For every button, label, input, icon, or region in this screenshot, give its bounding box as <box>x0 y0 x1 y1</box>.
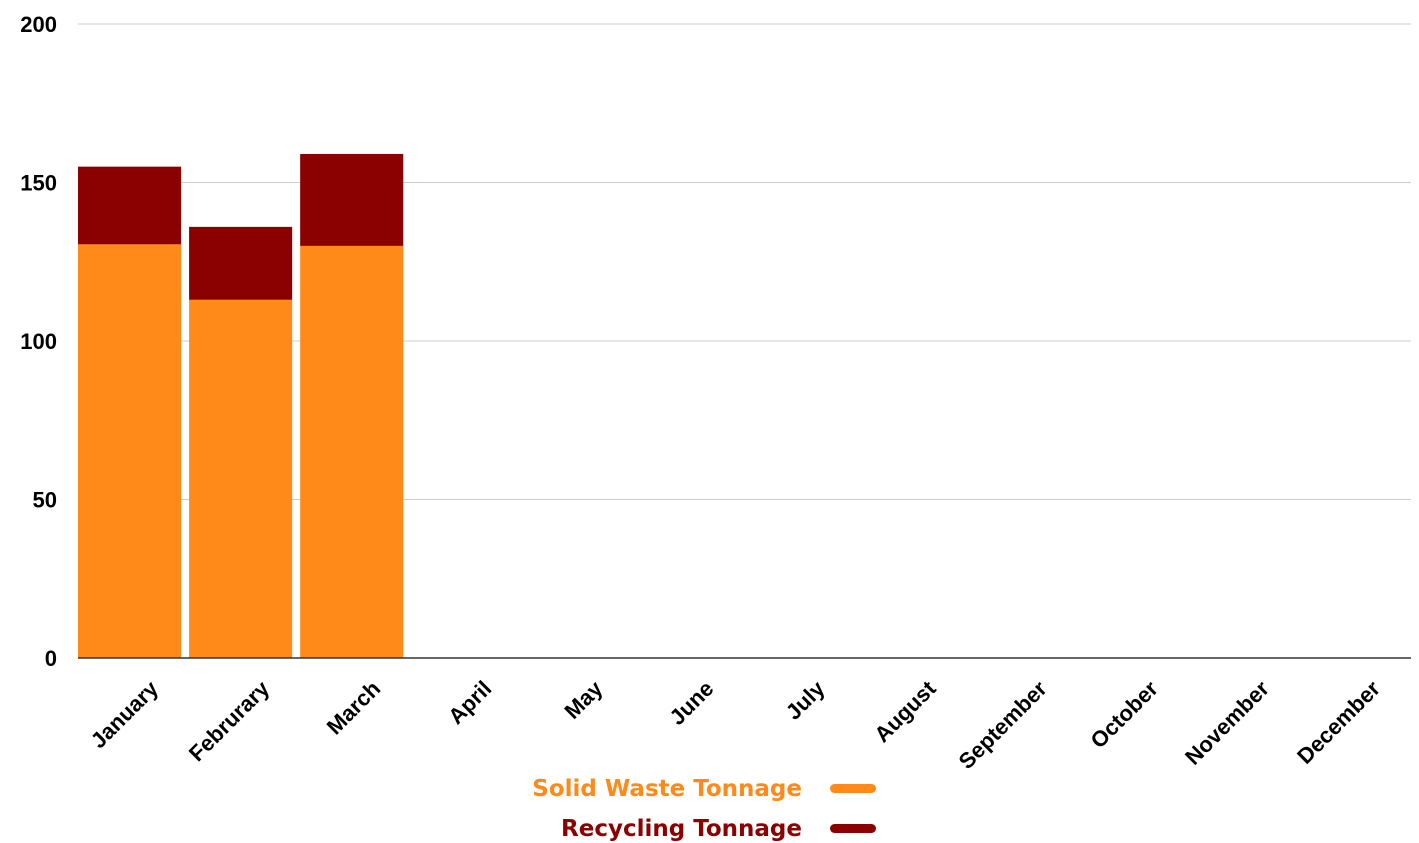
x-tick-label: November <box>1180 676 1274 770</box>
y-tick-label: 0 <box>45 646 57 671</box>
legend-label-recycling: Recycling Tonnage <box>561 816 802 842</box>
bar-march-recycling <box>300 153 404 246</box>
legend-swatch-solid-waste <box>830 784 876 793</box>
x-tick-label: March <box>322 676 385 739</box>
legend: Solid Waste Tonnage Recycling Tonnage <box>532 776 876 842</box>
bar-februrary-recycling <box>189 226 293 300</box>
legend-item-recycling: Recycling Tonnage <box>561 816 876 842</box>
x-tick-label: September <box>954 676 1052 774</box>
bar-februrary-solid-waste <box>189 299 293 658</box>
legend-swatch-recycling <box>830 824 876 833</box>
legend-item-solid-waste: Solid Waste Tonnage <box>532 776 876 802</box>
x-tick-label: October <box>1085 676 1163 754</box>
bar-january-recycling <box>78 166 182 245</box>
x-tick-label: April <box>443 676 496 729</box>
y-axis-ticks: 0 50 100 150 200 <box>20 12 57 671</box>
x-tick-label: January <box>86 675 164 753</box>
legend-label-solid-waste: Solid Waste Tonnage <box>532 776 802 802</box>
x-tick-label: June <box>664 676 718 730</box>
x-tick-label: August <box>869 675 941 747</box>
bars <box>78 153 404 658</box>
x-tick-label: July <box>781 675 830 724</box>
y-tick-label: 200 <box>20 12 57 37</box>
x-tick-label: December <box>1292 676 1385 769</box>
bar-january-solid-waste <box>78 244 182 658</box>
bar-march-solid-waste <box>300 245 404 658</box>
y-tick-label: 100 <box>20 329 57 354</box>
x-axis-ticks: January Februrary March April May June July Aug… <box>86 675 1386 774</box>
y-tick-label: 150 <box>20 171 57 196</box>
y-tick-label: 50 <box>33 488 57 513</box>
x-tick-label: May <box>559 675 607 723</box>
x-tick-label: Februrary <box>184 675 275 766</box>
